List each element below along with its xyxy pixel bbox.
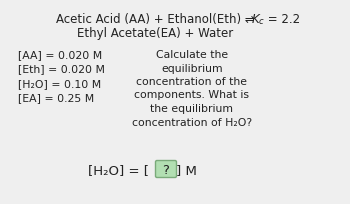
Text: [EA] = 0.25 M: [EA] = 0.25 M	[18, 93, 94, 103]
Text: K: K	[252, 13, 260, 26]
Text: [H₂O] = [: [H₂O] = [	[88, 164, 149, 177]
Text: = 2.2: = 2.2	[264, 13, 300, 26]
Text: Calculate the: Calculate the	[156, 50, 228, 60]
Text: c: c	[259, 17, 264, 26]
Text: [H₂O] = 0.10 M: [H₂O] = 0.10 M	[18, 79, 101, 89]
Text: the equilibrium: the equilibrium	[150, 104, 233, 114]
Text: concentration of H₂O?: concentration of H₂O?	[132, 118, 252, 128]
Text: Ethyl Acetate(EA) + Water: Ethyl Acetate(EA) + Water	[77, 27, 233, 40]
Text: concentration of the: concentration of the	[136, 77, 247, 87]
Text: equilibrium: equilibrium	[161, 63, 223, 73]
Text: ?: ?	[162, 164, 169, 177]
Text: [Eth] = 0.020 M: [Eth] = 0.020 M	[18, 64, 105, 74]
FancyBboxPatch shape	[155, 161, 176, 177]
Text: [AA] = 0.020 M: [AA] = 0.020 M	[18, 50, 102, 60]
Text: components. What is: components. What is	[134, 91, 250, 101]
Text: Acetic Acid (AA) + Ethanol(Eth) ⇌: Acetic Acid (AA) + Ethanol(Eth) ⇌	[56, 13, 254, 26]
Text: ] M: ] M	[176, 164, 197, 177]
